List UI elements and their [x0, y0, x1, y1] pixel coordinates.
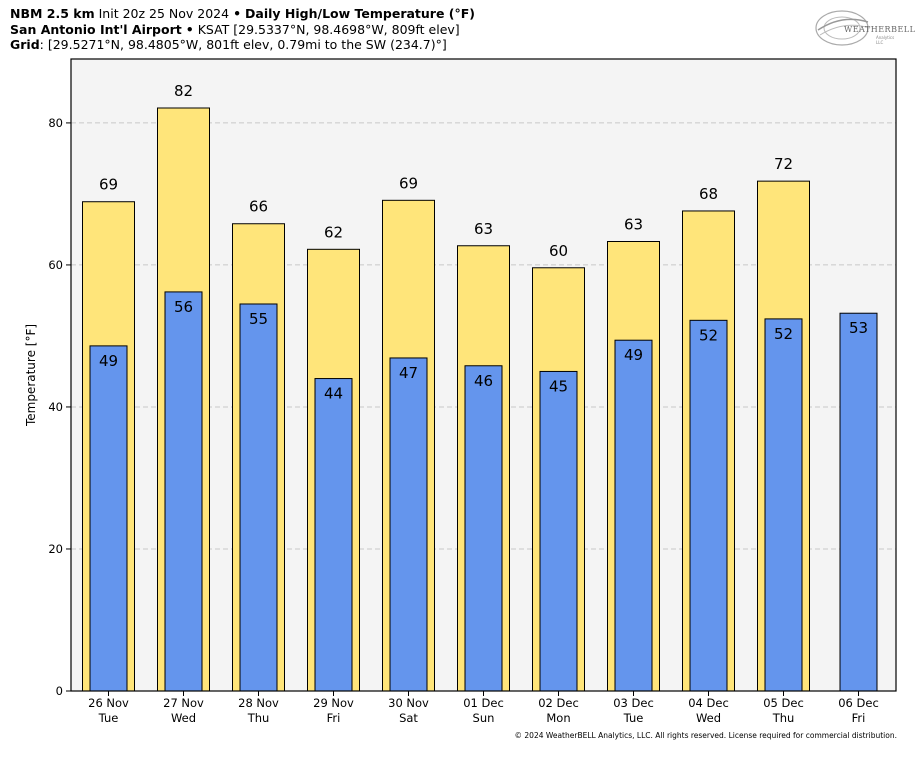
logo-subtext: Analytics LLC	[876, 35, 895, 45]
station-info: KSAT [29.5337°N, 98.4698°W, 809ft elev]	[197, 21, 460, 37]
header-line-2: San Antonio Int'l Airport • KSAT [29.533…	[10, 22, 475, 38]
x-tick-day-label: Fri	[852, 711, 866, 725]
high-temp-label: 66	[249, 198, 268, 216]
x-tick-date-label: 03 Dec	[613, 696, 654, 710]
x-tick-date-label: 28 Nov	[238, 696, 279, 710]
x-tick-day-label: Thu	[772, 711, 795, 725]
grid-label: Grid	[10, 37, 40, 52]
init-time: Init 20z 25 Nov 2024	[98, 6, 230, 21]
y-axis-label: Temperature [°F]	[24, 324, 38, 427]
low-temp-bar	[689, 319, 728, 692]
low-temp-label: 52	[774, 325, 793, 343]
product-title: Daily High/Low Temperature (°F)	[245, 6, 476, 21]
header-line-3: Grid: [29.5271°N, 98.4805°W, 801ft elev,…	[10, 37, 475, 53]
low-temp-label: 47	[399, 364, 418, 382]
low-temp-label: 56	[174, 298, 193, 316]
low-temp-bar	[839, 312, 878, 692]
high-temp-label: 69	[99, 176, 118, 194]
y-tick-label: 0	[56, 684, 63, 698]
high-temp-label: 82	[174, 82, 193, 100]
x-tick-date-label: 30 Nov	[388, 696, 429, 710]
header-line-1: NBM 2.5 km Init 20z 25 Nov 2024 • Daily …	[10, 6, 475, 22]
high-temp-label: 63	[474, 220, 493, 238]
x-tick-day-label: Mon	[546, 711, 570, 725]
x-tick-date-label: 01 Dec	[463, 696, 504, 710]
high-temp-label: 62	[324, 223, 343, 241]
model-name: NBM 2.5 km	[10, 6, 95, 21]
logo-globe-icon	[815, 10, 871, 46]
low-temp-label: 53	[849, 319, 868, 337]
y-axis: 0 20 40 60 80	[48, 116, 71, 698]
x-tick-date-label: 26 Nov	[88, 696, 129, 710]
low-temp-label: 49	[624, 346, 643, 364]
x-tick-date-label: 06 Dec	[838, 696, 879, 710]
logo-text: WEATHERBELL	[844, 25, 916, 34]
low-temp-bar	[764, 318, 803, 692]
low-temp-bar	[539, 370, 578, 692]
low-temp-label: 46	[474, 372, 493, 390]
high-temp-label: 63	[624, 215, 643, 233]
high-temp-label: 60	[549, 242, 568, 260]
low-temp-bar	[314, 378, 353, 692]
x-tick-day-label: Wed	[171, 711, 196, 725]
weatherbell-logo: WEATHERBELL Analytics LLC	[814, 8, 915, 48]
low-temp-label: 49	[99, 352, 118, 370]
low-temp-label: 52	[699, 326, 718, 344]
low-temp-label: 44	[324, 385, 343, 403]
low-temp-bar	[389, 357, 428, 692]
x-tick-day-label: Wed	[696, 711, 721, 725]
high-temp-label: 69	[399, 174, 418, 192]
x-tick-day-label: Sat	[399, 711, 418, 725]
x-tick-day-label: Tue	[98, 711, 119, 725]
high-temp-label: 72	[774, 155, 793, 173]
x-tick-day-label: Sun	[473, 711, 495, 725]
separator: •	[233, 6, 242, 21]
x-tick-day-label: Thu	[247, 711, 270, 725]
separator: •	[185, 21, 194, 37]
y-tick-label: 20	[48, 542, 63, 556]
low-temp-bar	[164, 291, 203, 692]
copyright-notice: © 2024 WeatherBELL Analytics, LLC. All r…	[514, 731, 897, 740]
low-temp-bar	[239, 303, 278, 692]
x-tick-day-label: Tue	[623, 711, 644, 725]
station-name: San Antonio Int'l Airport	[10, 21, 182, 37]
x-tick-date-label: 04 Dec	[688, 696, 729, 710]
y-tick-label: 40	[48, 400, 63, 414]
low-temp-label: 55	[249, 310, 268, 328]
chart-header: NBM 2.5 km Init 20z 25 Nov 2024 • Daily …	[10, 6, 475, 53]
x-tick-date-label: 29 Nov	[313, 696, 354, 710]
high-temp-label: 68	[699, 185, 718, 203]
low-temp-bar	[464, 365, 503, 692]
low-temp-bar	[614, 339, 653, 692]
x-tick-date-label: 02 Dec	[538, 696, 579, 710]
y-tick-label: 60	[48, 258, 63, 272]
x-tick-date-label: 05 Dec	[763, 696, 804, 710]
low-temp-label: 45	[549, 377, 568, 395]
x-tick-day-label: Fri	[327, 711, 341, 725]
y-tick-label: 80	[48, 116, 63, 130]
x-tick-date-label: 27 Nov	[163, 696, 204, 710]
grid-info: : [29.5271°N, 98.4805°W, 801ft elev, 0.7…	[39, 37, 447, 52]
low-temp-bar	[89, 345, 128, 692]
bars	[82, 107, 878, 692]
data-labels: 69 49 82 56 66 55 62 44 69 47 63 46 60 45 63 49 68 52 72 52…	[99, 82, 868, 403]
